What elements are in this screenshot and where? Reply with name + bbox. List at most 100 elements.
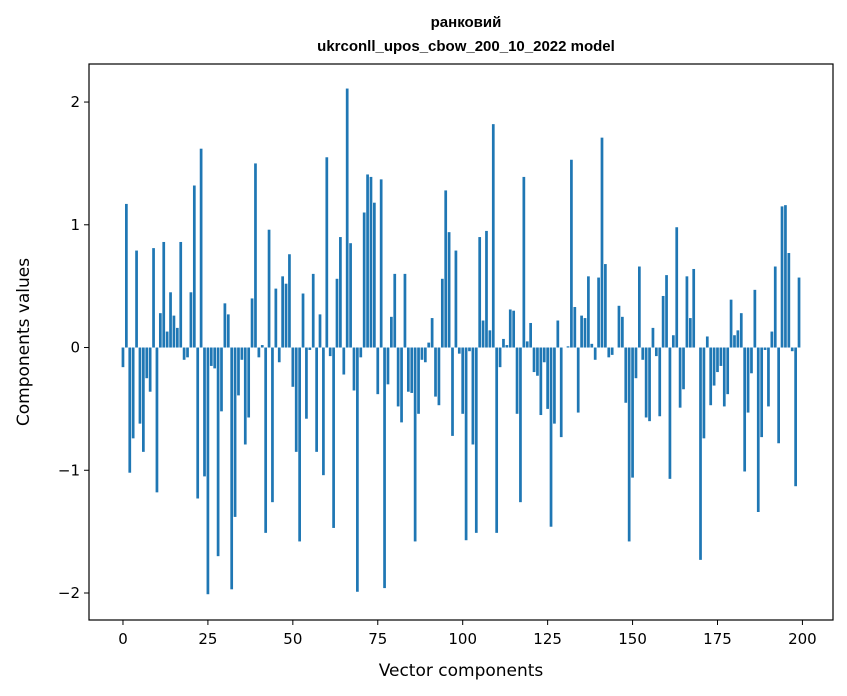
bar — [634, 347, 638, 379]
bar — [505, 345, 509, 348]
bar — [189, 292, 193, 348]
bar — [315, 347, 318, 452]
bar — [237, 347, 240, 396]
bar — [515, 347, 519, 414]
chart-title: ранковий — [431, 14, 502, 31]
bar — [665, 275, 668, 348]
bar — [305, 347, 308, 419]
bar — [379, 179, 383, 348]
bar — [461, 347, 465, 414]
bar — [556, 320, 560, 348]
bar — [566, 346, 570, 348]
bar — [692, 268, 696, 348]
bar — [206, 347, 210, 595]
bar — [437, 347, 441, 406]
bar — [760, 347, 764, 438]
bar — [376, 347, 380, 395]
bars-group — [121, 88, 801, 595]
bar — [519, 347, 522, 503]
bar — [712, 347, 716, 386]
bar — [400, 347, 403, 423]
bar — [440, 278, 444, 348]
chart-subtitle: ukrconll_upos_cbow_200_10_2022 model — [317, 38, 615, 55]
bar — [685, 276, 689, 348]
bar — [733, 335, 736, 348]
bar — [182, 347, 186, 360]
bar — [267, 229, 271, 348]
x-tick-label: 200 — [788, 630, 817, 648]
bar — [576, 347, 580, 413]
bar — [641, 347, 645, 360]
bar — [447, 232, 451, 348]
bar — [525, 341, 529, 348]
bar — [621, 316, 624, 348]
bar — [457, 347, 461, 354]
bar — [308, 347, 312, 350]
bar — [373, 202, 376, 348]
bar — [587, 276, 590, 348]
bar — [671, 335, 675, 348]
y-tick-label: −1 — [58, 461, 80, 479]
bar — [230, 347, 234, 590]
bar — [702, 347, 706, 439]
bar — [250, 298, 254, 348]
bar — [597, 277, 600, 348]
bar — [763, 347, 767, 350]
bar — [359, 347, 363, 358]
bar — [223, 303, 227, 348]
bar — [199, 148, 203, 348]
bar — [383, 347, 386, 589]
bar — [491, 124, 495, 348]
bar — [430, 318, 434, 348]
x-tick-label: 75 — [368, 630, 387, 648]
bar — [169, 292, 172, 348]
x-axis-ticks: 0 25 50 75 100 125 150 175 200 — [118, 620, 817, 648]
bar — [508, 309, 512, 348]
bar — [512, 310, 516, 348]
x-tick-label: 0 — [118, 630, 128, 648]
bar — [390, 316, 393, 348]
bar — [172, 315, 176, 348]
bar — [362, 212, 366, 348]
bar — [179, 241, 183, 348]
bar — [502, 338, 505, 348]
bar — [661, 295, 665, 348]
bar — [678, 347, 682, 408]
bar — [203, 347, 206, 477]
bar — [410, 347, 414, 393]
bar — [131, 347, 135, 439]
bar — [753, 289, 757, 348]
bar — [396, 347, 400, 407]
bar — [529, 322, 532, 348]
bar — [277, 347, 281, 363]
bar — [145, 347, 149, 379]
bar — [209, 347, 213, 366]
y-axis-label: Components values — [14, 258, 34, 426]
bar — [406, 347, 410, 392]
bar — [739, 313, 743, 348]
y-tick-label: 1 — [70, 216, 80, 234]
bar — [471, 347, 475, 445]
bar — [444, 190, 448, 348]
plot-frame — [88, 63, 834, 621]
x-tick-label: 125 — [533, 630, 562, 648]
bar — [522, 176, 526, 348]
bar — [386, 347, 390, 385]
bar — [590, 343, 594, 348]
bar — [722, 347, 726, 407]
bar — [481, 320, 485, 348]
bar — [451, 347, 454, 436]
bar — [736, 330, 740, 348]
bar — [770, 331, 774, 348]
bar — [699, 347, 702, 560]
bar — [288, 254, 291, 348]
bar — [743, 347, 747, 472]
bar — [339, 237, 342, 348]
bar — [220, 347, 223, 412]
bar — [298, 347, 301, 542]
bar — [318, 314, 322, 348]
bar — [369, 176, 373, 348]
bar — [790, 347, 794, 352]
bar — [413, 347, 417, 542]
bar — [773, 266, 777, 348]
